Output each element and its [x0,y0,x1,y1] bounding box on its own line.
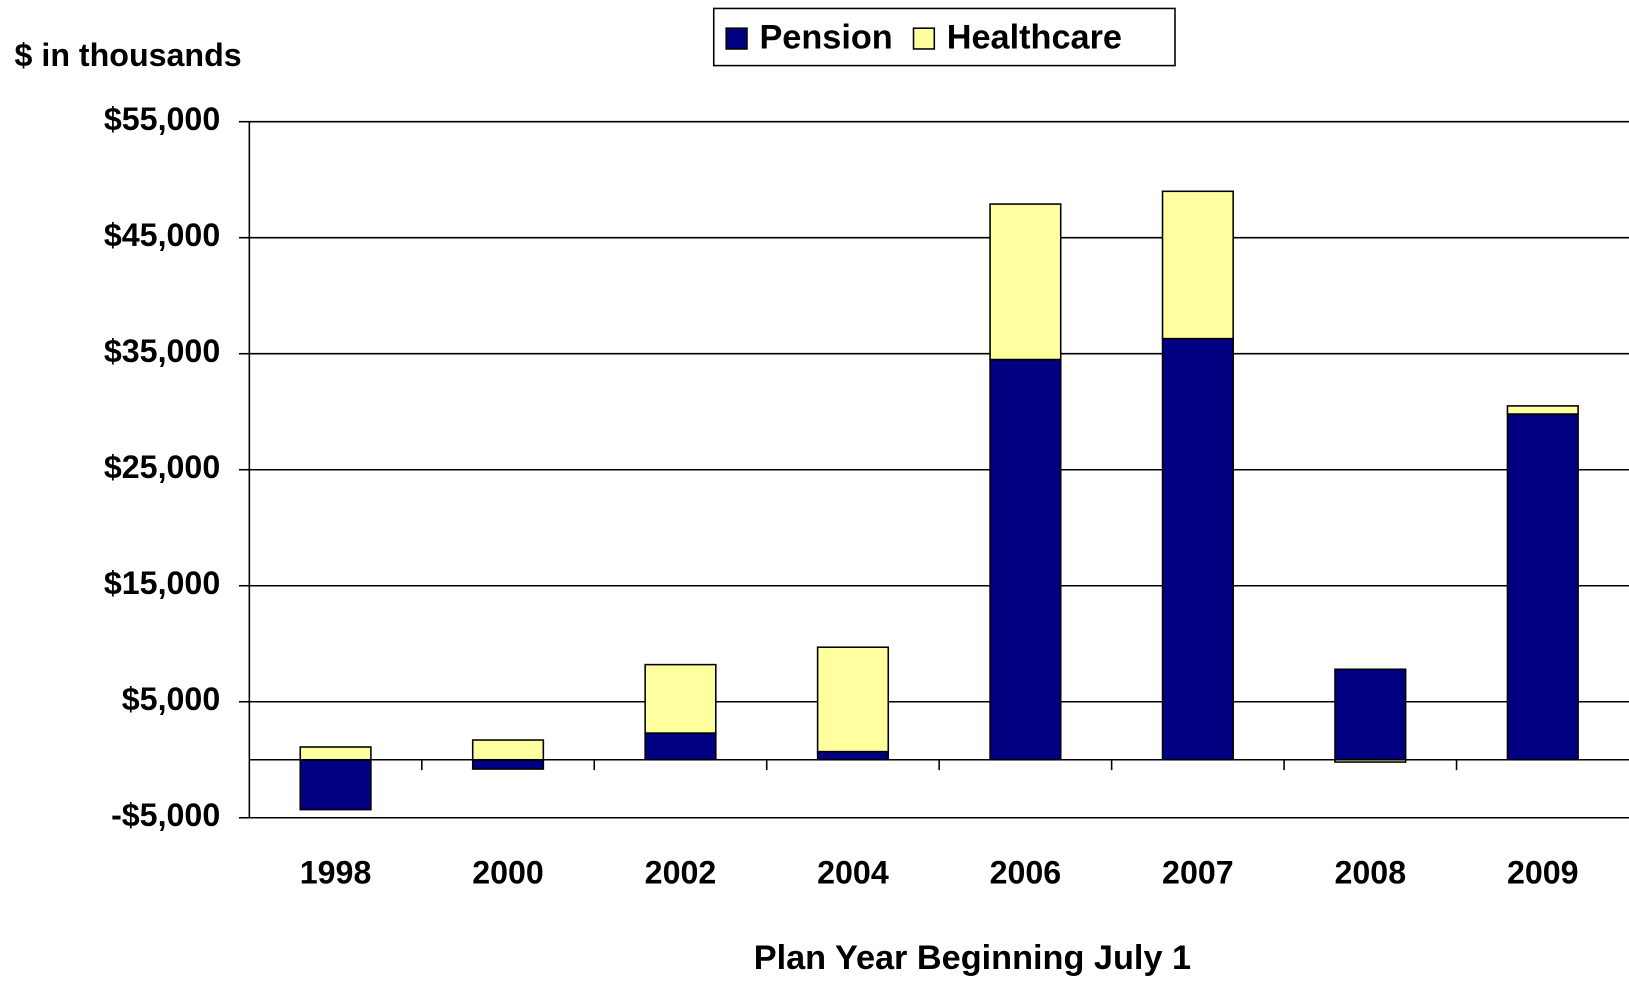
x-tick-label: 2009 [1507,854,1579,890]
y-tick-label: $5,000 [122,681,220,717]
legend-swatch [912,27,936,50]
x-tick-label: 2008 [1335,854,1407,890]
y-tick-label: $35,000 [104,333,220,369]
bar-segment [1161,337,1234,761]
legend-label: Pension [759,19,892,57]
bar-segment [1334,758,1407,763]
bar-segment [816,750,890,761]
bar-segment [299,746,372,761]
legend-label: Healthcare [947,19,1122,57]
bar-segment [1506,405,1579,415]
y-tick-label: -$5,000 [111,797,220,833]
bar-segment [816,646,890,753]
bar-segment [989,203,1062,361]
x-tick-label: 1998 [300,854,372,890]
x-axis-title: Plan Year Beginning July 1 [754,939,1191,977]
y-tick-label: $15,000 [104,565,220,601]
bar-segment [1334,668,1407,761]
bar-segment [644,663,717,734]
bar-segment [1506,413,1579,761]
bar-segment [1161,190,1234,340]
x-tick-label: 2000 [472,854,544,890]
bar-segment [989,358,1062,761]
y-tick-label: $45,000 [104,217,220,253]
bar-segment [644,732,717,761]
bar-segment [299,758,372,811]
x-tick-label: 2007 [1162,854,1234,890]
y-tick-label: $25,000 [104,449,220,485]
x-tick-label: 2002 [645,854,717,890]
x-tick-label: 2004 [817,854,889,890]
y-axis-title: $ in thousands [15,37,242,73]
y-tick-label: $55,000 [104,101,220,137]
legend-swatch [725,27,748,50]
x-tick-label: 2006 [990,854,1062,890]
bar-segment [471,739,545,761]
legend-box [712,7,1176,67]
bar-segment [471,758,545,770]
